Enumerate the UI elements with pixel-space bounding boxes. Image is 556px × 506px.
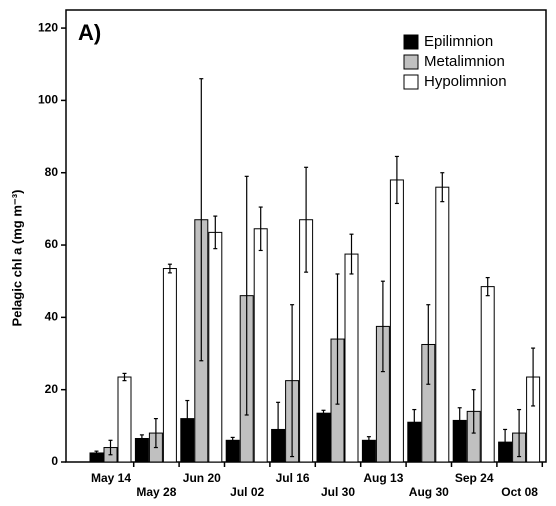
- legend-swatch: [403, 74, 419, 90]
- y-tick-label: 20: [45, 382, 59, 396]
- y-tick-label: 0: [51, 454, 58, 468]
- bar: [344, 253, 359, 463]
- x-tick-label: Oct 08: [501, 485, 538, 499]
- y-tick-label: 80: [45, 165, 59, 179]
- x-tick-label: Jun 20: [183, 471, 221, 485]
- bar: [162, 268, 177, 463]
- legend-label: Hypolimnion: [424, 73, 507, 90]
- y-tick-label: 40: [45, 310, 59, 324]
- legend-swatch: [403, 34, 419, 50]
- y-tick-label: 120: [38, 20, 58, 34]
- y-axis-label: Pelagic chl a (mg m⁻³): [9, 190, 24, 327]
- chart-title: A): [78, 20, 101, 45]
- y-tick-label: 60: [45, 237, 59, 251]
- legend-label: Epilimnion: [424, 33, 493, 50]
- bar: [253, 228, 268, 463]
- x-tick-label: Jul 02: [230, 485, 264, 499]
- bar: [316, 412, 331, 463]
- x-tick-label: May 28: [136, 485, 176, 499]
- x-tick-label: Aug 30: [409, 485, 449, 499]
- x-tick-label: Jul 30: [321, 485, 355, 499]
- legend-swatch: [403, 54, 419, 70]
- bar: [480, 286, 495, 463]
- y-tick-label: 100: [38, 93, 58, 107]
- x-tick-label: Sep 24: [455, 471, 494, 485]
- x-tick-label: Aug 13: [363, 471, 403, 485]
- legend-label: Metalimnion: [424, 53, 505, 70]
- bar: [208, 231, 223, 463]
- bar: [389, 179, 404, 463]
- bar: [435, 186, 450, 463]
- x-tick-label: May 14: [91, 471, 131, 485]
- x-tick-label: Jul 16: [276, 471, 310, 485]
- bar: [117, 376, 132, 463]
